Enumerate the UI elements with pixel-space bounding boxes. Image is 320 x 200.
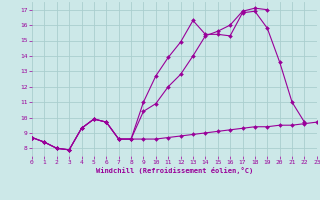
- X-axis label: Windchill (Refroidissement éolien,°C): Windchill (Refroidissement éolien,°C): [96, 167, 253, 174]
